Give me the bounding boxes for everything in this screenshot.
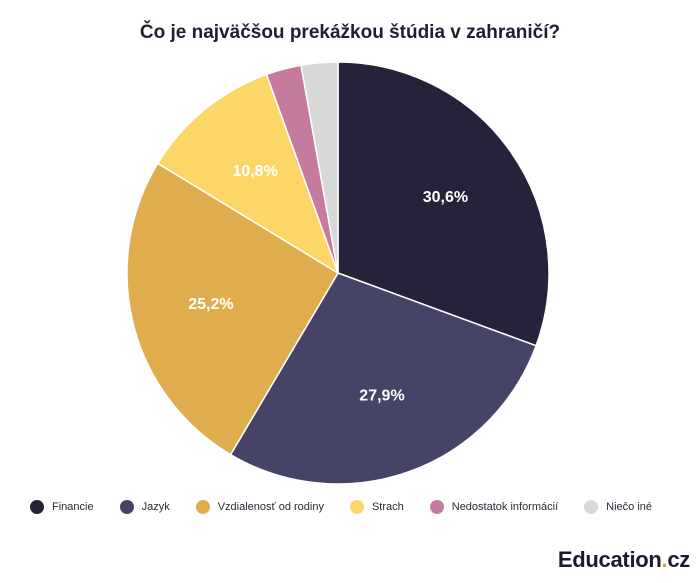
legend-label-0: Financie [52,501,94,513]
legend-label-1: Jazyk [141,501,170,513]
legend-swatch-1 [119,500,134,514]
brand-prefix: Education [557,547,662,572]
legend-swatch-2 [195,500,210,514]
pie-slice-2 [126,162,340,456]
brand-dot: . [661,547,668,572]
chart-legend: Financie Jazyk Vzdialenosť od rodiny Strach… [30,500,690,514]
legend-label-4: Nedostatok informácií [451,501,559,513]
slice-value-label-2: 25,2% [188,296,233,313]
pie-chart: 30,6% 27,9% 25,2% 10,8% [126,61,550,485]
legend-swatch-0 [30,500,44,514]
legend-item-0: Financie [30,500,94,514]
slice-value-label-3: 10,8% [232,163,277,180]
legend-item-3: Strach [349,500,404,514]
chart-title: Čo je najväčšou prekážkou štúdia v zahra… [139,22,561,43]
legend-swatch-5 [584,500,599,514]
slice-value-label-1: 27,9% [359,388,404,405]
legend-item-5: Niečo iné [584,500,652,514]
legend-label-5: Niečo iné [606,501,652,513]
brand-suffix: cz [667,547,690,572]
pie-slice-5 [300,61,339,274]
legend-swatch-3 [349,500,364,514]
legend-label-2: Vzdialenosť od rodiny [217,501,324,513]
slice-value-label-0: 30,6% [423,189,468,206]
legend-swatch-4 [429,500,444,514]
legend-item-2: Vzdialenosť od rodiny [195,500,324,514]
legend-item-4: Nedostatok informácií [429,500,559,514]
brand-logo: Education.cz [558,547,690,573]
legend-label-3: Strach [371,501,404,513]
legend-item-1: Jazyk [119,500,170,514]
pie-slice-3 [156,73,340,275]
pie-slice-0 [337,61,550,347]
